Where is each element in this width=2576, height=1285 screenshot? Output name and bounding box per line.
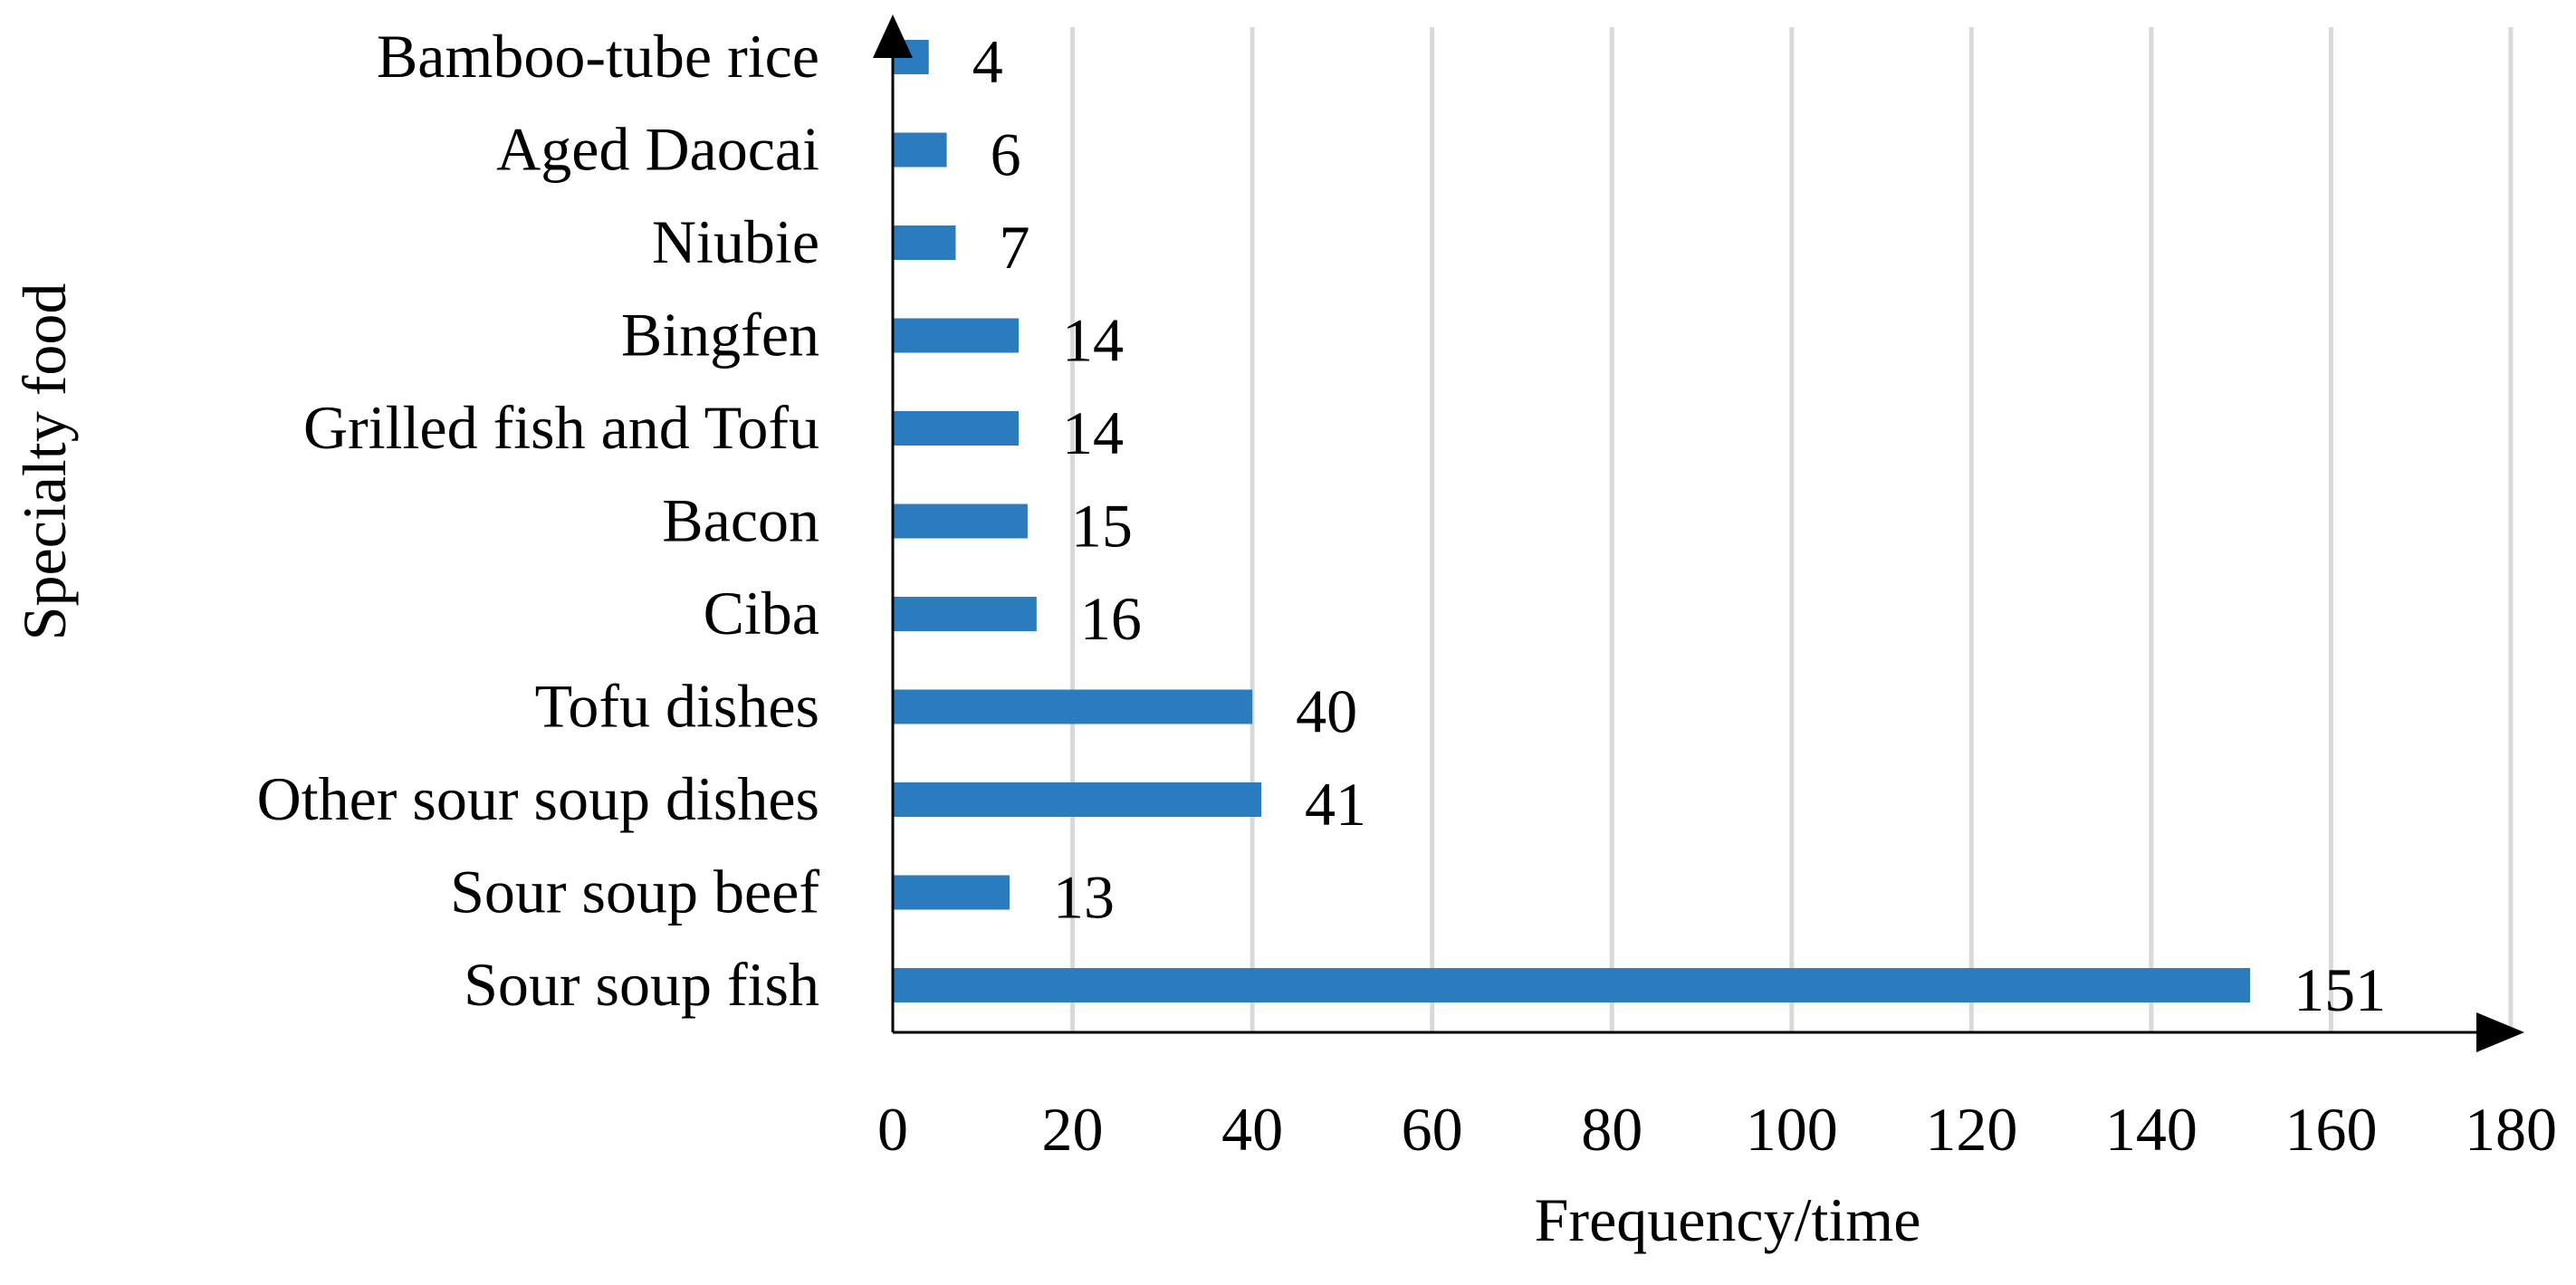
bar (893, 875, 1010, 910)
data-label: 40 (1296, 677, 1357, 746)
x-tick-label: 180 (2465, 1095, 2557, 1164)
bar (893, 225, 956, 260)
data-label: 14 (1062, 306, 1124, 375)
y-axis-title: Specialty food (10, 283, 79, 641)
bar (893, 411, 1019, 446)
data-label: 6 (991, 120, 1021, 189)
category-label: Tofu dishes (535, 672, 819, 741)
x-tick-label: 20 (1042, 1095, 1104, 1164)
x-tick-label: 160 (2284, 1095, 2377, 1164)
x-axis-arrow-icon (2476, 1012, 2524, 1052)
data-label: 7 (999, 213, 1029, 282)
category-label: Niubie (652, 207, 819, 276)
category-label: Aged Daocai (496, 115, 819, 184)
bar (893, 782, 1262, 817)
y-axis-arrow-icon (873, 14, 913, 58)
bar (893, 597, 1037, 631)
category-label: Ciba (704, 579, 819, 647)
x-tick-label: 40 (1221, 1095, 1283, 1164)
bar (893, 318, 1019, 353)
x-tick-label: 60 (1402, 1095, 1463, 1164)
grid-layer (1070, 27, 2514, 1032)
data-label: 151 (2294, 955, 2386, 1024)
bar-layer (893, 40, 2251, 1002)
data-label: 14 (1062, 398, 1124, 467)
x-tick-label: 120 (1925, 1095, 2017, 1164)
bar (893, 689, 1253, 724)
category-label: Bacon (662, 486, 819, 555)
bar (893, 968, 2251, 1002)
bar (893, 503, 1028, 539)
x-tick-label: 100 (1746, 1095, 1838, 1164)
category-label: Sour soup fish (464, 950, 819, 1019)
category-label: Grilled fish and Tofu (303, 393, 819, 462)
category-label: Bingfen (621, 301, 819, 369)
data-label: 16 (1080, 584, 1142, 653)
category-label: Bamboo-tube rice (377, 22, 819, 91)
x-tick-label: 80 (1581, 1095, 1642, 1164)
axis-layer (873, 14, 2524, 1052)
x-axis-title: Frequency/time (1535, 1185, 1921, 1254)
category-label: Sour soup beef (450, 858, 819, 926)
data-label: 4 (972, 27, 1003, 96)
bar (893, 132, 947, 168)
data-label: 41 (1305, 770, 1366, 839)
data-label: 15 (1071, 492, 1133, 561)
x-tick-label: 140 (2105, 1095, 2198, 1164)
data-label: 13 (1053, 863, 1115, 932)
label-layer: 0 20 40 60 80 100 120 140 160 180 Bamboo-tube rice… (257, 22, 2557, 1164)
x-tick-label: 0 (877, 1095, 908, 1164)
category-label: Other sour soup dishes (257, 764, 819, 833)
